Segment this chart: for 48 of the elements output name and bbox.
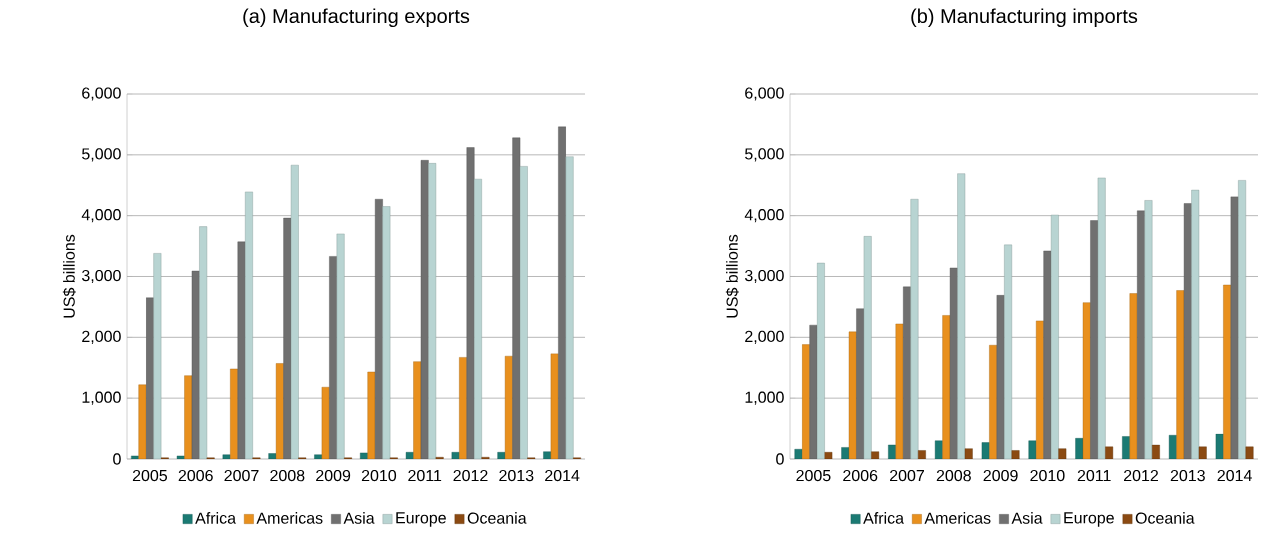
- x-tick-label: 2010: [1030, 469, 1065, 482]
- y-tick-label: 3,000: [81, 269, 121, 284]
- y-tick-label: 1,000: [745, 391, 784, 405]
- y-tick-label: 1,000: [82, 391, 121, 405]
- y-tick-label: 5,000: [82, 148, 121, 162]
- y-tick-label: 6,000: [82, 87, 121, 101]
- y-tick-label: 2,000: [745, 330, 784, 344]
- legend-label: Oceania: [1135, 512, 1195, 524]
- legend-label: Europe: [396, 512, 446, 527]
- x-tick-label: 2010: [361, 469, 397, 482]
- x-tick-label: 2011: [1077, 469, 1111, 482]
- legend-label: Oceania: [467, 512, 527, 524]
- y-tick-label: 0: [113, 453, 121, 465]
- y-axis-title: US$ billions: [62, 234, 76, 318]
- x-tick-label: 2012: [1124, 469, 1158, 482]
- chart-title: (b) Manufacturing imports: [911, 8, 1138, 28]
- y-tick-label: 2,000: [82, 330, 121, 344]
- x-tick-label: 2009: [983, 469, 1018, 482]
- chart-title: (a) Manufacturing exports: [243, 8, 470, 28]
- legend-label: Africa: [863, 512, 905, 524]
- x-tick-label: 2006: [843, 469, 878, 482]
- x-tick-label: 2013: [1170, 469, 1205, 482]
- y-tick-label: 6,000: [745, 87, 784, 101]
- y-tick-label: 5,000: [745, 148, 784, 162]
- x-tick-label: 2005: [132, 469, 168, 482]
- x-tick-label: 2014: [545, 469, 580, 482]
- legend-label: Europe: [1064, 512, 1114, 527]
- y-axis-title: US$ billions: [725, 234, 739, 318]
- legend-label: Africa: [195, 512, 237, 524]
- y-tick-label: 0: [776, 453, 784, 465]
- x-tick-label: 2008: [936, 469, 971, 482]
- legend-label: Asia: [1011, 512, 1043, 524]
- x-tick-label: 2012: [453, 469, 488, 482]
- legend-label: Americas: [256, 512, 323, 524]
- x-tick-label: 2006: [178, 469, 213, 482]
- legend-label: Americas: [924, 512, 991, 524]
- x-tick-label: 2007: [224, 469, 259, 482]
- x-tick-label: 2011: [408, 469, 442, 482]
- x-tick-label: 2008: [270, 469, 305, 482]
- x-tick-label: 2005: [796, 469, 831, 482]
- x-tick-label: 2009: [316, 469, 351, 482]
- y-tick-label: 4,000: [744, 209, 784, 223]
- y-tick-label: 3,000: [744, 269, 784, 284]
- legend-label: Asia: [343, 512, 375, 524]
- x-tick-label: 2007: [890, 469, 924, 482]
- y-tick-label: 4,000: [81, 209, 121, 223]
- x-tick-label: 2014: [1217, 469, 1252, 482]
- x-tick-label: 2013: [499, 469, 534, 482]
